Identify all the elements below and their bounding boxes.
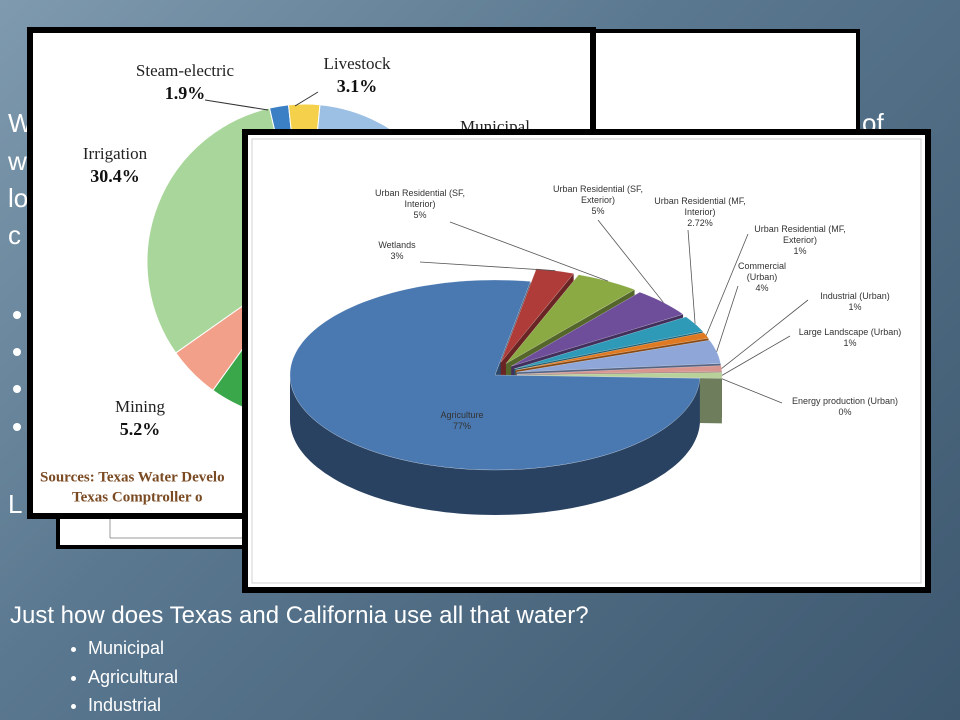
slice-side	[290, 375, 700, 515]
slice-name: Energy production (Urban)	[791, 396, 899, 406]
question: Just how does Texas and California use a…	[10, 602, 589, 629]
slice-label: Mining	[115, 397, 166, 416]
source-line: Texas Comptroller o	[72, 489, 203, 505]
slice-label: Energy production (Urban) 0%	[775, 396, 915, 418]
slice-label: Urban Residential (SF, Exterior) 5%	[542, 184, 654, 217]
slice-label: Commercial (Urban) 4%	[732, 261, 792, 294]
text-fragment: L	[8, 489, 23, 519]
source-line: Sources: Texas Water Develo	[40, 469, 225, 485]
leader-line	[687, 229, 696, 324]
slice-value-label: 77%	[452, 421, 471, 431]
leader-line	[721, 299, 809, 369]
leader-line	[294, 91, 319, 107]
slice-label: Large Landscape (Urban) 1%	[780, 327, 920, 349]
slice-label: Steam-electric	[136, 61, 235, 80]
slice-name: Urban Residential (SF, Exterior)	[552, 184, 644, 205]
slice-label: Urban Residential (MF, Exterior) 1%	[744, 224, 856, 257]
slice-value-label: 3.1%	[337, 76, 378, 96]
bullet: Industrial	[88, 691, 178, 720]
slice-name: Industrial (Urban)	[820, 291, 890, 301]
leader-line	[449, 221, 609, 282]
slice-value-label: 30.4%	[90, 166, 140, 186]
slice-label: Urban Residential (SF, Interior) 5%	[364, 188, 476, 221]
bullet: Agricultural	[88, 663, 178, 692]
text-fragment: lo	[8, 183, 29, 213]
bullet: Municipal	[88, 634, 178, 663]
slice-label: Urban Residential (MF, Interior) 2.72%	[644, 196, 756, 229]
leader-line	[705, 233, 749, 336]
image-inner-frame	[251, 138, 922, 584]
slice-value-label: 4%	[755, 283, 769, 293]
slice-name: Large Landscape (Urban)	[798, 327, 902, 337]
leader-line	[419, 261, 556, 272]
bullet-dot	[13, 348, 21, 356]
slice-value-label: 5%	[413, 210, 427, 220]
slice-value-label: 2.72%	[687, 218, 713, 228]
slice-name: Urban Residential (MF, Interior)	[654, 196, 746, 217]
leader-line	[721, 378, 783, 404]
slice-label: Livestock	[323, 54, 391, 73]
slice-value-label: 1%	[843, 338, 857, 348]
slice-value-label: 1%	[848, 302, 862, 312]
slice-value-label: 5%	[591, 206, 605, 216]
leader-line	[716, 285, 739, 352]
leader-line	[204, 99, 269, 111]
slice-name: Agriculture	[440, 410, 484, 420]
slice-value-label: 3%	[390, 251, 404, 261]
slice-value-label: 5.2%	[120, 419, 161, 439]
text-fragment: w	[8, 146, 27, 176]
slice-label: Agriculture 77%	[422, 410, 502, 432]
slice-name: Urban Residential (MF, Exterior)	[754, 224, 846, 245]
pie-slice	[289, 279, 701, 471]
slice-label: Wetlands 3%	[357, 240, 437, 262]
pie-slice	[500, 268, 575, 363]
pie-slice	[516, 365, 723, 375]
pie-slice	[516, 372, 723, 379]
text-fragment: c	[8, 220, 21, 250]
slice-label: Industrial (Urban) 1%	[795, 291, 915, 313]
slice-name: Commercial (Urban)	[737, 261, 786, 282]
bullet-list: Municipal Agricultural Industrial	[70, 634, 178, 720]
bullet-dot	[13, 423, 21, 431]
slice-name: Urban Residential (SF, Interior)	[374, 188, 466, 209]
slice-label: Irrigation	[83, 144, 148, 163]
slice-value-label: 0%	[838, 407, 852, 417]
leader-line	[597, 219, 664, 303]
leader-line	[721, 335, 791, 376]
bullet-dot	[13, 385, 21, 393]
bullet-dot	[13, 311, 21, 319]
slice-name: Wetlands	[378, 240, 416, 250]
slice-value-label: 1%	[793, 246, 807, 256]
slice-value-label: 1.9%	[165, 83, 206, 103]
